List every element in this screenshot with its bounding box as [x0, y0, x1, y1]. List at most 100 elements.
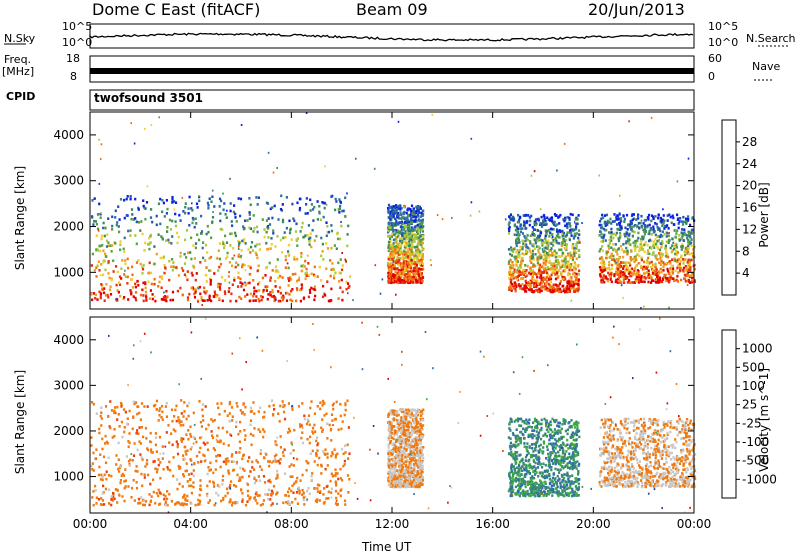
- echo-cell: [184, 469, 187, 473]
- echo-cell: [251, 466, 254, 469]
- echo-cell: [637, 236, 640, 240]
- echo-cell: [334, 468, 337, 471]
- echo-cell: [533, 222, 536, 225]
- echo-cell: [565, 243, 569, 246]
- echo-cell: [544, 252, 547, 255]
- echo-cell: [135, 481, 138, 484]
- echo-cell: [129, 458, 132, 462]
- echo-cell: [247, 494, 250, 497]
- echo-cell: [205, 280, 208, 283]
- echo-cell: [528, 288, 531, 291]
- echo-cell: [285, 299, 289, 302]
- echo-cell: [190, 207, 193, 210]
- echo-cell: [143, 206, 146, 210]
- echo-cell: [535, 285, 538, 288]
- echo-cell: [311, 430, 314, 433]
- echo-cell: [192, 218, 195, 221]
- echo-cell: [531, 249, 534, 253]
- echo-cell: [411, 232, 414, 235]
- echo-cell: [521, 256, 524, 260]
- echo-cell: [140, 402, 144, 405]
- echo-cell: [420, 455, 423, 458]
- echo-cell: [387, 268, 391, 272]
- echo-cell: [568, 290, 571, 293]
- echo-cell: [667, 234, 670, 238]
- echo-cell: [508, 288, 511, 291]
- echo-cell: [533, 264, 536, 268]
- echo-cell: [160, 404, 164, 408]
- echo-cell: [123, 408, 126, 411]
- echo-cell: [352, 299, 354, 302]
- echo-cell: [95, 234, 98, 237]
- echo-cell: [104, 434, 107, 438]
- echo-cell: [291, 406, 294, 409]
- echo-cell: [148, 503, 151, 507]
- echo-cell: [153, 262, 156, 266]
- echo-cell: [274, 285, 277, 288]
- echo-cell: [142, 204, 145, 208]
- echo-cell: [260, 468, 263, 471]
- echo-cell: [416, 232, 419, 236]
- echo-cell: [226, 457, 229, 460]
- echo-cell: [172, 261, 175, 264]
- echo-cell: [662, 221, 665, 224]
- echo-cell: [165, 497, 169, 501]
- echo-cell: [639, 221, 642, 225]
- echo-cell: [161, 210, 164, 214]
- echo-cell: [397, 281, 400, 284]
- echo-cell: [605, 253, 608, 256]
- echo-cell: [544, 220, 547, 223]
- echo-cell: [142, 499, 146, 503]
- echo-cell: [217, 426, 220, 430]
- echo-cell: [421, 428, 424, 431]
- echo-cell: [391, 453, 394, 457]
- echo-cell: [687, 278, 690, 282]
- echo-cell: [179, 251, 182, 255]
- echo-cell: [646, 259, 649, 262]
- echo-cell: [521, 239, 524, 243]
- echo-cell: [618, 212, 621, 215]
- echo-cell: [601, 266, 604, 270]
- echo-cell: [391, 207, 394, 210]
- echo-cell: [566, 281, 569, 285]
- echo-cell: [262, 475, 266, 478]
- echo-cell: [529, 284, 532, 287]
- echo-cell: [310, 272, 313, 276]
- echo-cell: [126, 282, 129, 285]
- echo-cell: [397, 245, 400, 249]
- echo-cell: [564, 268, 567, 271]
- echo-cell: [287, 284, 290, 287]
- echo-cell: [131, 273, 134, 277]
- echo-cell: [345, 280, 348, 284]
- echo-cell: [418, 259, 421, 262]
- echo-cell: [510, 275, 513, 278]
- echo-cell: [603, 221, 606, 225]
- echo-cell: [417, 241, 420, 245]
- echo-cell: [142, 281, 145, 285]
- echo-cell: [562, 218, 565, 221]
- echo-cell: [203, 454, 206, 458]
- echo-cell: [684, 265, 687, 268]
- echo-cell: [600, 281, 603, 284]
- echo-cell: [614, 234, 617, 237]
- echo-cell: [325, 221, 328, 224]
- echo-cell: [121, 472, 124, 476]
- echo-cell: [415, 266, 418, 270]
- echo-cell: [206, 494, 209, 498]
- echo-cell: [112, 495, 115, 498]
- echo-cell: [186, 449, 189, 452]
- echo-cell: [197, 300, 199, 303]
- echo-cell: [622, 215, 625, 218]
- echo-cell: [513, 268, 516, 271]
- echo-cell: [252, 279, 255, 282]
- echo-cell: [207, 501, 210, 504]
- echo-cell: [338, 198, 341, 201]
- echo-cell: [633, 260, 636, 263]
- echo-cell: [292, 464, 295, 467]
- echo-cell: [651, 253, 654, 256]
- echo-cell: [194, 278, 197, 282]
- echo-cell: [313, 288, 316, 291]
- echo-cell: [330, 195, 333, 198]
- echo-cell: [252, 214, 255, 217]
- echo-cell: [337, 261, 340, 265]
